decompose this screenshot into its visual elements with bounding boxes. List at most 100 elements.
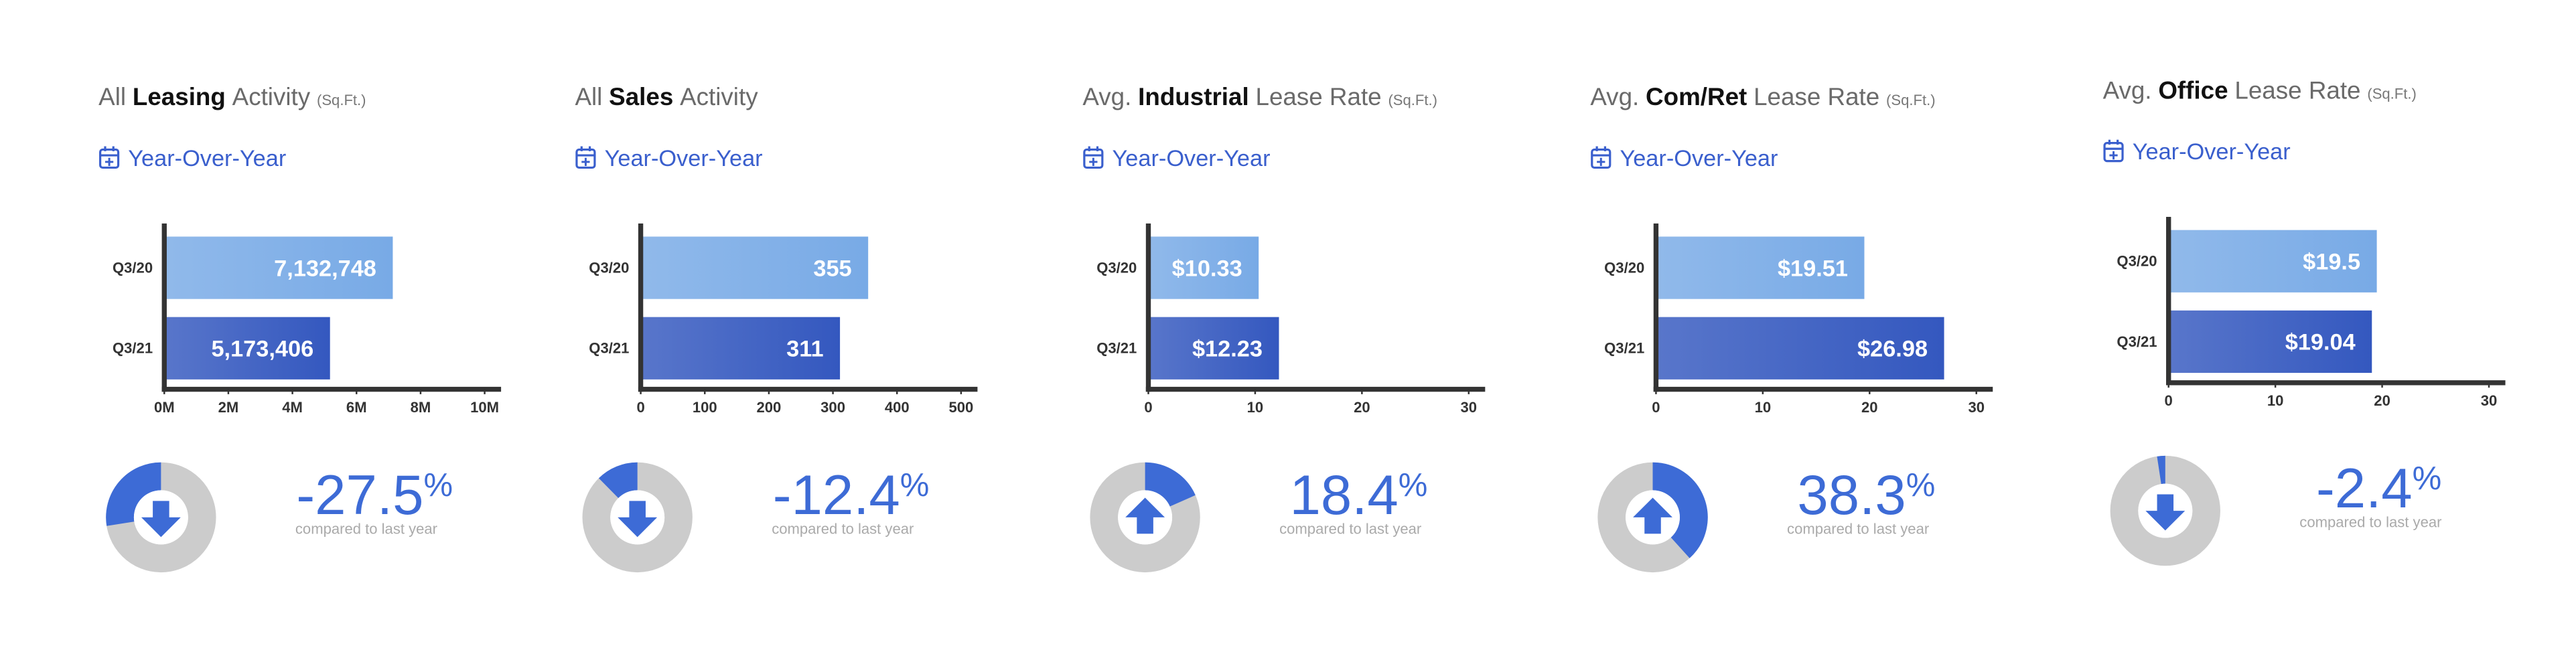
title-part: All bbox=[575, 83, 602, 110]
trend-arrow bbox=[141, 501, 181, 537]
x-tick-label: 10 bbox=[2267, 392, 2284, 409]
percent-change: -27.5% bbox=[296, 464, 453, 526]
x-tick-label: 6M bbox=[346, 399, 367, 416]
trend-arrow bbox=[618, 501, 658, 537]
calendar-icon bbox=[1591, 148, 1612, 169]
x-tick-label: 200 bbox=[757, 399, 782, 416]
category-label: Q3/20 bbox=[1096, 259, 1137, 276]
x-tick-label: 30 bbox=[2481, 392, 2498, 409]
donut-arc bbox=[1144, 462, 1196, 507]
percent-change: -12.4% bbox=[773, 464, 930, 526]
x-tick-label: 0 bbox=[1652, 399, 1660, 416]
panel-title: All Sales Activity bbox=[575, 83, 758, 110]
bar bbox=[164, 317, 330, 380]
x-tick-label: 0M bbox=[154, 399, 175, 416]
trend-arrow bbox=[1125, 497, 1165, 534]
category-label: Q3/20 bbox=[113, 259, 153, 276]
x-tick-label: 2M bbox=[218, 399, 239, 416]
title-part: Lease Rate bbox=[1754, 83, 1879, 110]
x-tick-label: 10 bbox=[1247, 399, 1264, 416]
x-tick-label: 100 bbox=[693, 399, 717, 416]
percent-value: -2.4 bbox=[2316, 457, 2413, 519]
bar bbox=[640, 236, 869, 299]
percent-unit: % bbox=[2413, 461, 2442, 497]
percent-value: -12.4 bbox=[773, 464, 900, 526]
x-tick-label: 30 bbox=[1968, 399, 1985, 416]
title-part: Com/Ret bbox=[1646, 83, 1747, 110]
calendar-icon bbox=[575, 148, 596, 169]
trend-arrow bbox=[1633, 497, 1672, 534]
title-part: (Sq.Ft.) bbox=[317, 92, 366, 108]
donut-arc bbox=[2157, 455, 2166, 485]
category-label: Q3/20 bbox=[2117, 253, 2157, 270]
value-label: $19.04 bbox=[2285, 330, 2356, 355]
x-tick-label: 0 bbox=[636, 399, 644, 416]
value-label: 311 bbox=[786, 337, 823, 362]
link-text[interactable]: Year-Over-Year bbox=[2133, 139, 2291, 165]
link-text[interactable]: Year-Over-Year bbox=[1113, 146, 1271, 171]
panel: All Sales Activity Year-Over-Year Q3/20 355 Q3… bbox=[575, 83, 978, 573]
bar bbox=[2168, 230, 2377, 293]
title-part: (Sq.Ft.) bbox=[1886, 92, 1936, 108]
year-over-year-link[interactable]: Year-Over-Year bbox=[1083, 146, 1271, 171]
panel-title: All Leasing Activity (Sq.Ft.) bbox=[98, 83, 366, 110]
link-text[interactable]: Year-Over-Year bbox=[605, 146, 763, 171]
bar bbox=[640, 317, 841, 380]
title-part: Avg. bbox=[2103, 76, 2152, 104]
title-part: Activity bbox=[232, 83, 311, 110]
year-over-year-link[interactable]: Year-Over-Year bbox=[99, 146, 287, 171]
bar bbox=[164, 236, 393, 299]
bar bbox=[1148, 236, 1259, 299]
percent-value: 18.4 bbox=[1290, 464, 1399, 526]
title-part: Lease Rate bbox=[1256, 83, 1382, 110]
calendar-icon bbox=[99, 148, 120, 169]
title-part: Sales bbox=[609, 83, 673, 110]
x-tick-label: 0 bbox=[1144, 399, 1152, 416]
x-tick-label: 8M bbox=[411, 399, 431, 416]
donut-arc bbox=[1652, 462, 1708, 558]
percent-unit: % bbox=[1906, 467, 1936, 503]
link-text[interactable]: Year-Over-Year bbox=[1620, 146, 1778, 171]
title-part: Activity bbox=[680, 83, 758, 110]
x-tick-label: 0 bbox=[2165, 392, 2173, 409]
title-part: Avg. bbox=[1082, 83, 1131, 110]
trend-arrow bbox=[2145, 494, 2186, 531]
percent-change: 38.3% bbox=[1797, 464, 1935, 526]
title-part: (Sq.Ft.) bbox=[1388, 92, 1437, 108]
calendar-icon bbox=[2103, 142, 2124, 163]
title-part: Avg. bbox=[1590, 83, 1639, 110]
value-label: $26.98 bbox=[1857, 337, 1928, 362]
year-over-year-link[interactable]: Year-Over-Year bbox=[2103, 139, 2291, 165]
title-part: Leasing bbox=[133, 83, 226, 110]
comparison-note: compared to last year bbox=[1279, 520, 1421, 537]
x-tick-label: 20 bbox=[2374, 392, 2390, 409]
title-part: Lease Rate bbox=[2234, 76, 2360, 104]
percent-value: -27.5 bbox=[296, 464, 423, 526]
panel: Avg. Office Lease Rate (Sq.Ft.) Year-Over-Ye… bbox=[2103, 76, 2506, 566]
category-label: Q3/21 bbox=[113, 340, 153, 357]
panel-title: Avg. Office Lease Rate (Sq.Ft.) bbox=[2103, 76, 2417, 104]
year-over-year-link[interactable]: Year-Over-Year bbox=[575, 146, 763, 171]
panel: Avg. Com/Ret Lease Rate (Sq.Ft.) Year-Over-Y… bbox=[1590, 83, 1993, 573]
year-over-year-link[interactable]: Year-Over-Year bbox=[1591, 146, 1778, 171]
panel: Avg. Industrial Lease Rate (Sq.Ft.) Year-Ove… bbox=[1082, 83, 1486, 573]
x-tick-label: 20 bbox=[1861, 399, 1878, 416]
panel: All Leasing Activity (Sq.Ft.) Year-Over-Year… bbox=[98, 83, 502, 573]
x-tick-label: 500 bbox=[948, 399, 973, 416]
value-label: $19.5 bbox=[2303, 250, 2360, 275]
comparison-note: compared to last year bbox=[772, 520, 914, 537]
x-tick-label: 20 bbox=[1354, 399, 1370, 416]
x-tick-label: 10 bbox=[1755, 399, 1772, 416]
link-text[interactable]: Year-Over-Year bbox=[128, 146, 286, 171]
x-tick-label: 4M bbox=[282, 399, 303, 416]
title-part: All bbox=[98, 83, 126, 110]
percent-change: 18.4% bbox=[1290, 464, 1428, 526]
value-label: 7,132,748 bbox=[274, 256, 376, 281]
value-label: 5,173,406 bbox=[211, 337, 313, 362]
category-label: Q3/21 bbox=[2117, 333, 2157, 350]
category-label: Q3/20 bbox=[589, 259, 629, 276]
x-tick-label: 300 bbox=[820, 399, 845, 416]
bar bbox=[1656, 317, 1944, 380]
panel-title: Avg. Com/Ret Lease Rate (Sq.Ft.) bbox=[1590, 83, 1935, 110]
bar bbox=[1148, 317, 1279, 380]
